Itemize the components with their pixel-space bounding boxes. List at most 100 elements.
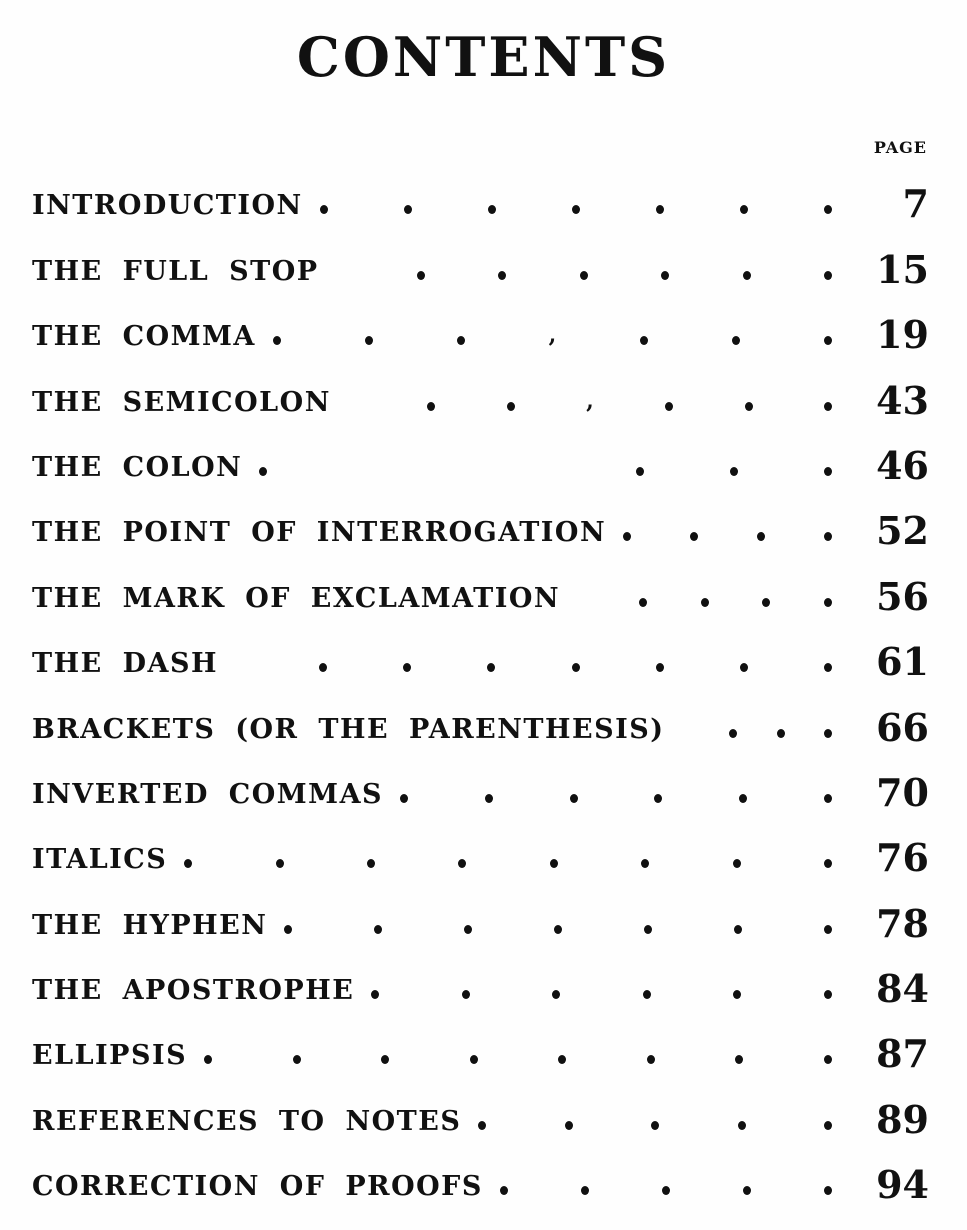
toc-entry-label: THE POINT OF INTERROGATION xyxy=(32,517,607,549)
toc-entry-label: INTRODUCTION xyxy=(32,190,303,222)
toc-entry: THE COMMA , 19 xyxy=(32,299,929,364)
leader-dot xyxy=(823,336,833,346)
leader-dot xyxy=(456,336,466,346)
toc-entry-label: THE SEMICOLON xyxy=(32,386,331,418)
dot-glyph xyxy=(661,270,670,280)
dot-glyph xyxy=(259,466,268,476)
dot-glyph xyxy=(700,597,709,607)
toc-entry-page: 66 xyxy=(876,704,929,750)
leader-dot xyxy=(776,728,786,738)
leader-dot xyxy=(823,532,833,542)
toc-entry-page: 56 xyxy=(876,573,929,619)
dot-glyph xyxy=(635,466,644,476)
dot-glyph xyxy=(823,793,832,803)
leader-dot xyxy=(283,924,293,934)
leader-dot xyxy=(655,205,665,215)
leader-dot xyxy=(742,1186,752,1196)
dot-glyph xyxy=(823,924,832,934)
leader-dot xyxy=(732,859,742,869)
leader-dot xyxy=(733,924,743,934)
toc-entry-page: 94 xyxy=(876,1162,929,1208)
dot-leader xyxy=(234,663,833,673)
leader-dot xyxy=(579,270,589,280)
toc-entry: THE SEMICOLON , 43 xyxy=(32,364,929,429)
dot-glyph xyxy=(499,1186,508,1196)
dot-glyph xyxy=(272,336,281,346)
dot-glyph xyxy=(744,401,753,411)
toc-entry: BRACKETS (OR THE PARENTHESIS) 66 xyxy=(32,691,929,756)
toc-entry: THE HYPHEN 78 xyxy=(32,887,929,952)
dot-glyph xyxy=(823,728,832,738)
dot-glyph xyxy=(367,859,376,869)
leader-dot xyxy=(823,401,833,411)
dot-glyph xyxy=(824,1186,832,1196)
leader-dot xyxy=(580,1186,590,1196)
toc-entry: THE APOSTROPHE 84 xyxy=(32,953,929,1018)
dot-glyph xyxy=(823,205,832,215)
leader-dot xyxy=(643,924,653,934)
toc-entry-page: 61 xyxy=(876,639,929,685)
toc-entry-page: 70 xyxy=(876,769,929,815)
leader-dot xyxy=(486,663,496,673)
dot-glyph xyxy=(487,663,496,673)
leader-dot xyxy=(823,1055,833,1065)
leader-dot xyxy=(761,597,771,607)
dot-leader xyxy=(399,793,833,803)
dot-glyph xyxy=(427,401,436,411)
leader-tick: , xyxy=(586,387,594,414)
leader-dot xyxy=(499,1186,509,1196)
leader-dot xyxy=(823,990,833,1000)
dot-glyph xyxy=(484,793,493,803)
toc-entry: REFERENCES TO NOTES 89 xyxy=(32,1083,929,1148)
leader-dot xyxy=(461,990,471,1000)
dot-glyph xyxy=(571,205,580,215)
dot-glyph xyxy=(823,401,832,411)
leader-dot xyxy=(403,205,413,215)
leader-dot xyxy=(728,728,738,738)
dot-glyph xyxy=(654,793,663,803)
leader-dot xyxy=(622,532,632,542)
dot-glyph xyxy=(735,1055,744,1065)
dot-glyph xyxy=(665,401,674,411)
toc-entry-page: 76 xyxy=(876,835,929,881)
dot-glyph xyxy=(487,205,496,215)
leader-dot xyxy=(734,1055,744,1065)
dot-glyph xyxy=(644,924,653,934)
toc-entry: CORRECTION OF PROOFS 94 xyxy=(32,1149,929,1214)
toc-entry-label: THE APOSTROPHE xyxy=(32,975,355,1007)
dot-glyph xyxy=(184,859,193,869)
dot-glyph xyxy=(655,663,664,673)
dot-glyph xyxy=(571,663,580,673)
leader-dot xyxy=(664,401,674,411)
dot-glyph xyxy=(478,1120,487,1130)
dot-glyph xyxy=(646,1055,655,1065)
leader-dot xyxy=(553,924,563,934)
dot-glyph xyxy=(554,924,563,934)
toc-entry: INVERTED COMMAS 70 xyxy=(32,757,929,822)
dot-leader xyxy=(499,1186,833,1196)
toc-entry: THE FULL STOP 15 xyxy=(32,233,929,298)
dot-glyph xyxy=(580,1186,589,1196)
leader-dot xyxy=(731,336,741,346)
toc-entry-label: BRACKETS (OR THE PARENTHESIS) xyxy=(32,713,665,745)
toc-entry: ELLIPSIS 87 xyxy=(32,1018,929,1083)
leader-dot xyxy=(416,270,426,280)
dot-glyph xyxy=(729,466,738,476)
leader-dot xyxy=(823,859,833,869)
leader-tick: , xyxy=(548,322,557,349)
dot-leader: , xyxy=(347,390,833,412)
leader-dot xyxy=(487,205,497,215)
dot-leader xyxy=(477,1120,833,1130)
dot-glyph xyxy=(641,859,650,869)
leader-dot xyxy=(640,859,650,869)
leader-dot xyxy=(469,1055,479,1065)
page-column-header: PAGE xyxy=(873,138,927,157)
dot-glyph xyxy=(690,532,699,542)
dot-glyph xyxy=(364,336,373,346)
leader-dot xyxy=(653,793,663,803)
leader-dot xyxy=(738,793,748,803)
leader-dot xyxy=(739,663,749,673)
leader-dot xyxy=(275,859,285,869)
dot-leader xyxy=(370,990,833,1000)
dot-glyph xyxy=(374,924,383,934)
